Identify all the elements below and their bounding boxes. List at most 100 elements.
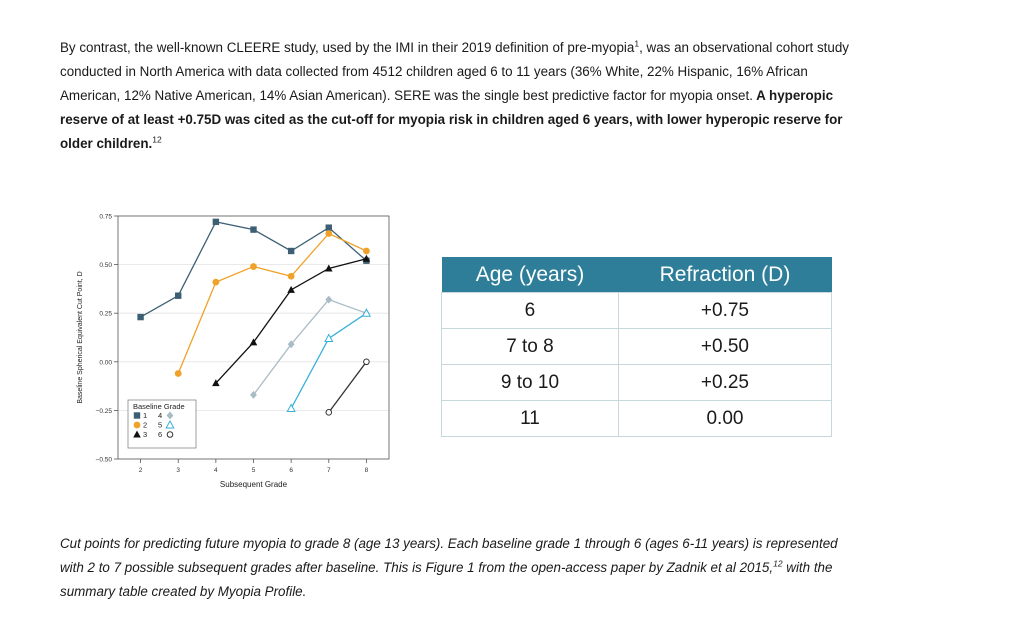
legend-item-grade-1: 1: [133, 411, 147, 420]
data-point: [286, 403, 296, 412]
table-cell-age: 9 to 10: [441, 364, 619, 401]
data-point: [250, 390, 257, 399]
body-paragraph: By contrast, the well-known CLEERE study…: [60, 36, 860, 156]
y-tick-label: 0.50: [99, 262, 112, 269]
table-cell-refraction: +0.75: [617, 292, 833, 329]
table-header-age: Age (years): [441, 257, 619, 293]
series-grade-6: [325, 358, 370, 416]
y-tick-label: −0.50: [96, 457, 113, 464]
legend-label: 5: [158, 421, 162, 430]
table-cell-refraction: +0.25: [617, 364, 833, 401]
x-tick-label: 5: [252, 467, 256, 474]
data-point: [325, 230, 333, 237]
legend-item-grade-3: 3: [133, 430, 147, 439]
y-axis: 0.75 0.50 0.25 0.00 −0.25 −0.50: [96, 214, 118, 464]
caption-text: Cut points for predicting future myopia …: [60, 532, 860, 604]
x-axis-label: Subsequent Grade: [220, 480, 288, 489]
data-point: [133, 430, 141, 438]
data-point: [212, 218, 220, 226]
table-row: 7 to 8 +0.50: [441, 328, 833, 365]
data-point: [287, 272, 295, 280]
reference-superscript: 12: [773, 558, 783, 569]
x-tick-label: 6: [289, 467, 293, 474]
data-point: [174, 370, 182, 377]
data-point: [362, 254, 371, 262]
table-row: 9 to 10 +0.25: [441, 364, 833, 401]
data-point: [175, 292, 182, 299]
legend-item-grade-4: 4: [158, 411, 174, 420]
data-point: [363, 247, 370, 255]
legend-title: Baseline Grade: [133, 402, 185, 411]
table-row: 6 +0.75: [441, 292, 833, 329]
data-point: [137, 313, 144, 321]
data-point: [166, 431, 174, 438]
data-point: [361, 308, 372, 317]
legend-item-grade-2: 2: [133, 421, 147, 430]
table-cell-age: 11: [441, 400, 619, 437]
table-cell-refraction: 0.00: [617, 400, 833, 437]
data-point: [212, 278, 220, 286]
data-point: [133, 421, 141, 429]
data-point: [287, 247, 295, 255]
y-tick-label: 0.00: [99, 359, 112, 366]
y-tick-label: 0.75: [99, 214, 112, 221]
table-row: 11 0.00: [441, 400, 833, 437]
data-point: [133, 412, 141, 419]
series-line: [328, 361, 367, 413]
legend-item-grade-6: 6: [158, 430, 174, 439]
reference-superscript: 1: [634, 38, 640, 49]
table-cell-age: 7 to 8: [441, 328, 619, 365]
legend-label: 3: [143, 430, 147, 439]
caption-text-part1: Cut points for predicting future myopia …: [60, 536, 838, 575]
data-point: [287, 285, 295, 293]
data-point: [250, 263, 257, 270]
series-grade-5: [286, 308, 372, 412]
series-grade-2: [174, 230, 370, 377]
legend-label: 6: [158, 430, 162, 439]
table-header-row: Age (years) Refraction (D): [441, 257, 832, 293]
data-point: [250, 226, 257, 233]
data-point: [363, 358, 370, 366]
data-point: [325, 409, 333, 416]
data-point: [165, 419, 175, 429]
legend-label: 2: [143, 421, 147, 430]
paragraph-text-part1: By contrast, the well-known CLEERE study…: [60, 40, 635, 55]
data-point: [212, 379, 220, 387]
series-line: [177, 232, 367, 374]
y-axis-label: Baseline Spherical Equivalent Cut Point,…: [77, 271, 84, 403]
x-tick-label: 8: [365, 467, 369, 474]
x-axis: 2 3 4 5 6 7 8: [139, 459, 369, 474]
x-tick-label: 4: [214, 467, 218, 474]
series-line: [252, 298, 367, 396]
legend-item-grade-5: 5: [158, 419, 175, 430]
chart-series: [137, 218, 372, 416]
y-tick-label: 0.25: [99, 311, 112, 318]
table-cell-refraction: +0.50: [617, 328, 833, 365]
x-tick-label: 3: [176, 467, 180, 474]
data-point: [166, 411, 174, 420]
data-point: [325, 224, 332, 231]
series-grade-3: [212, 254, 371, 387]
series-grade-4: [250, 295, 370, 399]
y-tick-label: −0.25: [96, 408, 113, 415]
legend-items: 123 456: [133, 411, 175, 439]
legend-label: 1: [143, 411, 147, 420]
table-header-refraction: Refraction (D): [618, 257, 832, 293]
chart-legend: Baseline Grade 123 456: [127, 399, 197, 449]
data-point: [324, 333, 334, 342]
table-cell-age: 6: [441, 292, 619, 329]
summary-table: Age (years) Refraction (D) 6 +0.75 7 to 8…: [441, 257, 833, 437]
data-point: [325, 295, 333, 304]
paragraph-text-part2: , was an observational cohort study cond…: [60, 40, 849, 103]
figure-caption: Cut points for predicting future myopia …: [60, 532, 860, 604]
reference-superscript: 12: [152, 134, 162, 145]
paragraph-bold-text: A hyperopic reserve of at least +0.75D w…: [60, 88, 843, 151]
data-point: [324, 264, 333, 272]
x-tick-label: 7: [327, 467, 331, 474]
caption-text-part2: with the summary table created by Myopia…: [60, 560, 833, 599]
paragraph-text: By contrast, the well-known CLEERE study…: [60, 36, 860, 156]
series-line: [290, 312, 367, 409]
data-point: [287, 340, 295, 349]
legend-label: 4: [158, 411, 162, 420]
